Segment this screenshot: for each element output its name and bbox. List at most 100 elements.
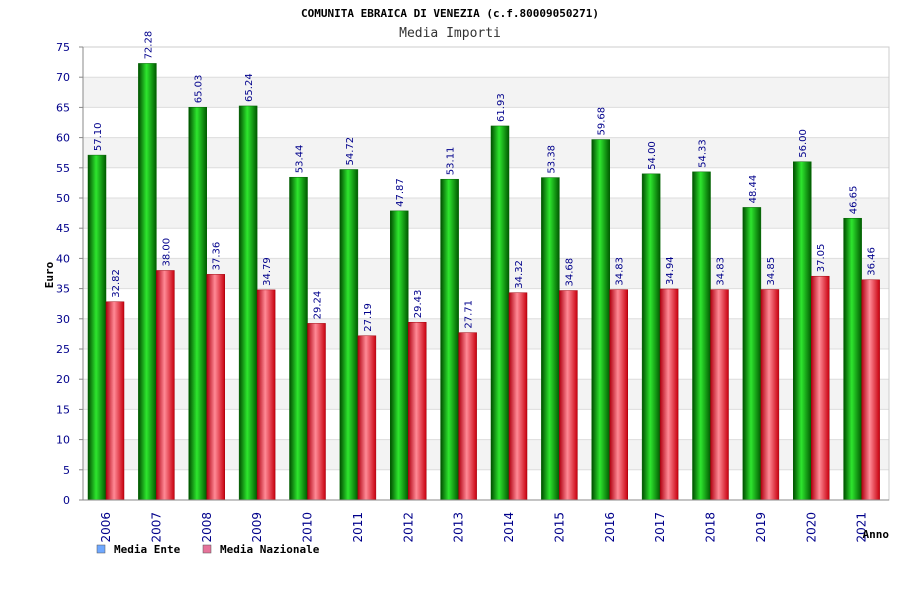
data-label: 29.24 xyxy=(313,291,324,320)
legend: Media Ente Media Nazionale xyxy=(96,543,320,556)
bar-media-nazionale-2015 xyxy=(559,290,578,501)
y-tick-label: 0 xyxy=(63,494,70,507)
bar-media-nazionale-2020 xyxy=(811,275,830,501)
bar-media-nazionale-2006 xyxy=(105,301,125,501)
y-axis: 0 5 10 15 20 25 30 35 40 45 50 55 60 65 70 75 xyxy=(56,41,84,507)
x-tick-label: 2011 xyxy=(351,512,365,543)
x-tick-label: 2009 xyxy=(250,512,264,543)
y-tick-label: 45 xyxy=(56,222,70,235)
bar-media-ente-2007 xyxy=(138,63,157,501)
x-tick-label: 2006 xyxy=(99,512,113,543)
data-label: 65.03 xyxy=(194,75,205,104)
data-label: 34.83 xyxy=(615,257,626,286)
bar-media-ente-2018 xyxy=(692,171,711,501)
bar-media-ente-2019 xyxy=(742,207,762,501)
bar-media-nazionale-2017 xyxy=(659,288,679,501)
data-label: 65.24 xyxy=(244,73,255,102)
bar-media-nazionale-2012 xyxy=(408,321,427,501)
chart-subtitle: Media Importi xyxy=(399,26,501,41)
data-label: 54.33 xyxy=(698,139,709,168)
data-label: 36.46 xyxy=(867,247,878,276)
x-tick-label: 2010 xyxy=(301,512,315,543)
y-tick-label: 70 xyxy=(56,71,70,84)
bar-media-nazionale-2007 xyxy=(156,270,175,501)
data-label: 53.38 xyxy=(546,145,557,174)
data-label: 34.32 xyxy=(514,260,525,289)
data-labels: 57.10 32.82 72.28 38.00 65.03 37.36 65.24 34.79… xyxy=(93,31,878,332)
data-label: 54.00 xyxy=(647,141,658,170)
bar-media-nazionale-2014 xyxy=(508,292,528,501)
y-axis-label: Euro xyxy=(43,261,56,288)
x-tick-label: 2019 xyxy=(754,512,768,543)
data-label: 48.44 xyxy=(748,175,759,204)
y-tick-label: 25 xyxy=(56,343,70,356)
data-label: 34.94 xyxy=(665,256,676,285)
chart-title: COMUNITA EBRAICA DI VENEZIA (c.f.8000905… xyxy=(301,7,599,20)
data-label: 54.72 xyxy=(345,137,356,166)
legend-swatch-media-nazionale xyxy=(202,544,212,554)
y-tick-label: 65 xyxy=(56,101,70,114)
bar-media-ente-2013 xyxy=(440,178,459,501)
bars xyxy=(87,63,880,501)
x-tick-label: 2012 xyxy=(401,512,415,543)
bar-media-ente-2021 xyxy=(843,217,862,501)
bar-media-nazionale-2008 xyxy=(206,274,225,501)
data-label: 27.19 xyxy=(363,303,374,332)
grid-band xyxy=(83,137,889,168)
y-tick-label: 40 xyxy=(56,252,70,265)
legend-item-media-ente: Media Ente xyxy=(96,543,181,556)
y-tick-label: 55 xyxy=(56,162,70,175)
x-tick-label: 2016 xyxy=(603,512,617,543)
data-label: 34.83 xyxy=(716,257,727,286)
bar-media-ente-2009 xyxy=(238,105,258,501)
bar-media-ente-2006 xyxy=(87,154,107,501)
bar-media-nazionale-2018 xyxy=(710,289,729,501)
data-label: 37.36 xyxy=(212,242,223,271)
data-label: 53.44 xyxy=(295,145,306,174)
bar-media-ente-2017 xyxy=(641,173,661,501)
data-label: 29.43 xyxy=(413,290,424,319)
data-label: 34.79 xyxy=(262,257,273,286)
bar-media-nazionale-2010 xyxy=(307,323,326,501)
bar-media-nazionale-2016 xyxy=(609,289,628,501)
bar-media-ente-2020 xyxy=(793,161,812,501)
x-tick-label: 2014 xyxy=(502,512,516,543)
grid-band xyxy=(83,167,889,198)
x-tick-label: 2013 xyxy=(452,512,466,543)
y-tick-label: 15 xyxy=(56,403,70,416)
x-tick-label: 2007 xyxy=(149,512,163,543)
legend-label-media-ente: Media Ente xyxy=(114,543,181,556)
bar-media-nazionale-2009 xyxy=(256,289,276,501)
y-tick-label: 35 xyxy=(56,283,70,296)
bar-media-ente-2008 xyxy=(188,106,207,501)
y-tick-label: 60 xyxy=(56,132,70,145)
data-label: 72.28 xyxy=(143,31,154,60)
bar-media-nazionale-2021 xyxy=(861,279,880,501)
x-axis-label: Anno xyxy=(863,528,890,541)
y-tick-label: 20 xyxy=(56,373,70,386)
y-tick-label: 50 xyxy=(56,192,70,205)
x-tick-label: 2020 xyxy=(804,512,818,543)
bar-media-ente-2015 xyxy=(541,177,560,501)
data-label: 56.00 xyxy=(798,129,809,158)
bar-media-nazionale-2011 xyxy=(357,335,377,501)
data-label: 46.65 xyxy=(849,186,860,215)
grid-band xyxy=(83,47,889,78)
data-label: 61.93 xyxy=(496,93,507,122)
grid-band xyxy=(83,107,889,138)
data-label: 32.82 xyxy=(111,269,122,298)
legend-swatch-media-ente xyxy=(96,544,106,554)
data-label: 34.85 xyxy=(766,257,777,286)
x-tick-label: 2018 xyxy=(704,512,718,543)
bar-media-nazionale-2013 xyxy=(458,332,477,501)
bar-media-ente-2016 xyxy=(591,139,610,501)
data-label: 34.68 xyxy=(564,258,575,287)
bar-media-ente-2012 xyxy=(390,210,409,501)
bar-media-nazionale-2019 xyxy=(760,289,780,501)
data-label: 47.87 xyxy=(395,178,406,207)
data-label: 27.71 xyxy=(464,300,475,329)
x-tick-label: 2008 xyxy=(200,512,214,543)
x-tick-label: 2021 xyxy=(855,512,869,543)
y-tick-label: 75 xyxy=(56,41,70,54)
